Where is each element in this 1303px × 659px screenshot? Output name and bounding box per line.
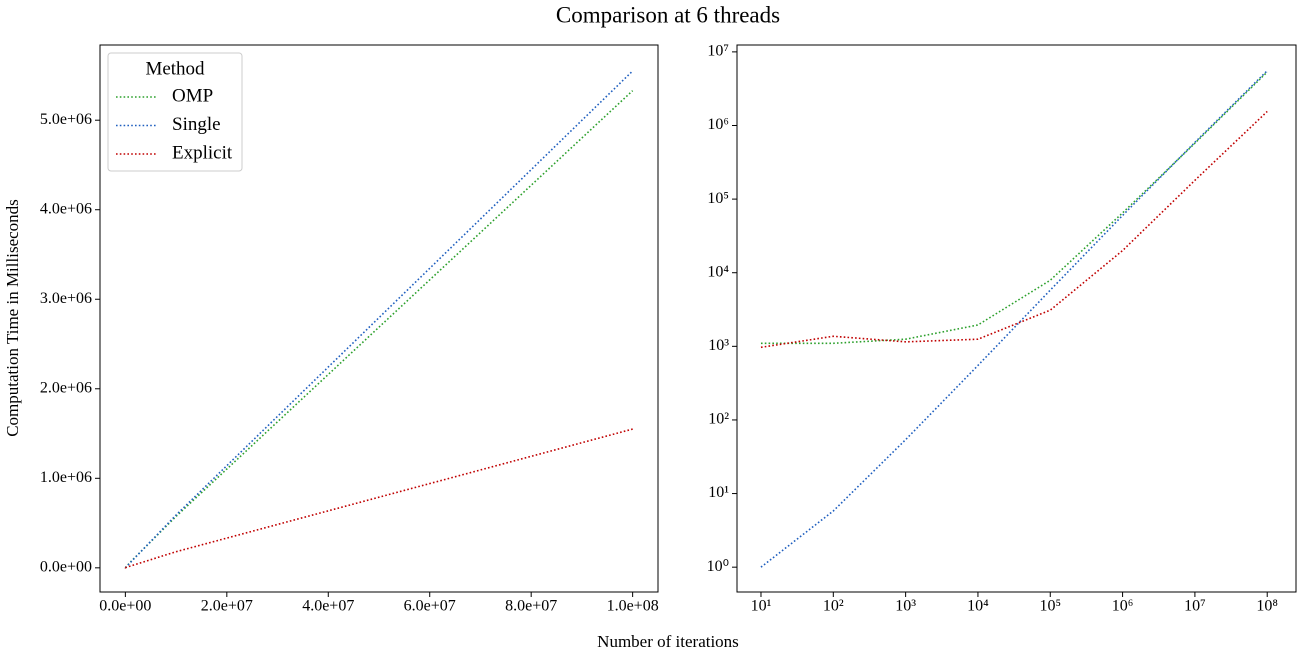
x-tick-label: 10⁷ <box>1184 598 1206 615</box>
y-tick-label: 10⁶ <box>707 116 729 133</box>
x-tick-label: 10⁶ <box>1112 598 1134 615</box>
x-tick-label: 6.0e+07 <box>404 598 456 615</box>
x-tick-label: 2.0e+07 <box>201 598 253 615</box>
y-tick-label: 10² <box>708 411 729 428</box>
x-tick-label: 10⁵ <box>1039 598 1061 615</box>
legend-label: Single <box>172 114 221 135</box>
legend-title: Method <box>145 58 205 79</box>
y-tick-label: 10³ <box>708 337 729 354</box>
x-tick-label: 0.0e+00 <box>99 598 151 615</box>
x-axis-label: Number of iterations <box>597 632 739 651</box>
x-tick-label: 4.0e+07 <box>302 598 354 615</box>
x-tick-label: 10² <box>823 598 844 615</box>
x-tick-label: 8.0e+07 <box>505 598 557 615</box>
y-axis-label: Computation Time in Milliseconds <box>3 199 22 437</box>
y-tick-label: 10⁷ <box>707 43 729 60</box>
y-tick-label: 3.0e+06 <box>40 290 92 307</box>
plot-frame <box>99 44 659 593</box>
y-tick-label: 4.0e+06 <box>40 200 92 217</box>
legend-box <box>107 52 243 172</box>
x-tick-label: 10³ <box>895 598 916 615</box>
y-tick-label: 10⁰ <box>707 558 729 575</box>
legend-label: OMP <box>172 85 213 106</box>
plot-frame <box>736 44 1297 593</box>
y-tick-label: 10¹ <box>708 484 729 501</box>
y-tick-label: 5.0e+06 <box>40 111 92 128</box>
figure-title: Comparison at 6 threads <box>556 2 780 27</box>
y-tick-label: 10⁴ <box>707 263 729 280</box>
x-tick-label: 1.0e+08 <box>607 598 659 615</box>
y-tick-label: 0.0e+00 <box>40 559 92 576</box>
y-tick-label: 2.0e+06 <box>40 379 92 396</box>
x-tick-label: 10¹ <box>751 598 772 615</box>
x-tick-label: 10⁸ <box>1256 598 1278 615</box>
legend-label: Explicit <box>172 142 233 163</box>
series-line <box>124 428 633 569</box>
y-tick-label: 10⁵ <box>707 190 729 207</box>
series-line <box>760 71 1268 345</box>
y-tick-label: 1.0e+06 <box>40 469 92 486</box>
x-tick-label: 10⁴ <box>967 598 989 615</box>
